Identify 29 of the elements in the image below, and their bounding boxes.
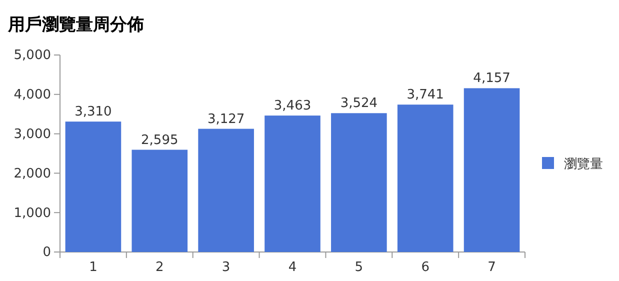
x-tick-label: 4 [288, 260, 297, 276]
bar [198, 128, 254, 252]
y-tick-label: 0 [42, 245, 51, 260]
bar [397, 104, 454, 252]
bar [65, 122, 122, 252]
y-tick-label: 3,000 [14, 126, 51, 142]
bar [264, 116, 320, 252]
legend-label: 瀏覽量 [564, 157, 603, 172]
data-label: 3,310 [74, 104, 112, 120]
x-tick-label: 2 [156, 260, 164, 276]
y-tick-label: 1,000 [14, 206, 51, 221]
data-label: 3,741 [406, 88, 444, 103]
bar [464, 88, 520, 252]
x-tick-label: 7 [488, 260, 496, 276]
bar [132, 150, 188, 252]
data-label: 4,157 [473, 71, 510, 86]
x-tick-label: 5 [354, 260, 364, 276]
data-label: 3,463 [274, 98, 312, 114]
data-label: 3,127 [207, 112, 245, 127]
y-tick-label: 5,000 [14, 48, 51, 64]
bar [331, 113, 387, 252]
x-tick-label: 1 [89, 260, 98, 276]
y-tick-label: 2,000 [14, 166, 51, 182]
x-tick-label: 3 [222, 260, 230, 276]
data-label: 3,524 [340, 96, 378, 112]
chart-title: 用戶瀏覽量周分佈 [7, 15, 144, 35]
y-tick-label: 4,000 [14, 88, 51, 103]
data-label: 2,595 [141, 132, 178, 148]
x-tick-label: 6 [421, 260, 430, 276]
